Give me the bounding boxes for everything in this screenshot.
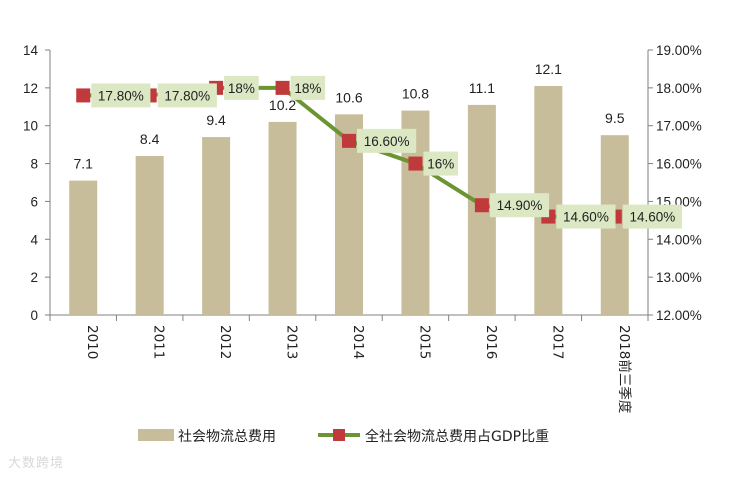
legend-bar-swatch xyxy=(138,429,174,441)
y-right-tick-label: 18.00% xyxy=(656,81,702,96)
bar xyxy=(202,137,231,315)
line-value-label: 17.80% xyxy=(98,88,144,103)
line-value-label-box xyxy=(157,83,217,108)
line-value-label-box xyxy=(224,75,259,100)
line-value-label-box xyxy=(489,193,550,218)
bar-value-label: 12.1 xyxy=(535,61,562,77)
line-marker xyxy=(342,133,356,148)
bar-value-label: 9.5 xyxy=(605,110,625,126)
x-tick-label: 2016 xyxy=(483,325,499,359)
y-left-tick-label: 12 xyxy=(23,81,38,96)
bar xyxy=(69,180,98,315)
bar-value-label: 7.1 xyxy=(73,156,93,172)
y-right-tick-label: 14.00% xyxy=(656,232,702,247)
watermark: 大数跨境 xyxy=(8,456,65,471)
line-value-label: 18% xyxy=(294,81,321,96)
bar-value-label: 10.8 xyxy=(402,86,429,102)
x-tick-label: 2017 xyxy=(549,325,565,359)
y-left-tick-label: 0 xyxy=(30,308,38,323)
line-value-label: 14.90% xyxy=(497,198,543,213)
y-left-tick-label: 8 xyxy=(30,157,38,172)
line-marker xyxy=(76,88,91,103)
bar-value-label: 10.2 xyxy=(269,97,296,113)
line-value-label-box xyxy=(357,128,417,153)
y-right-tick-label: 16.00% xyxy=(656,157,702,172)
y-left-tick-label: 6 xyxy=(30,194,38,209)
line-marker xyxy=(474,198,489,213)
x-tick-label: 2014 xyxy=(350,325,366,359)
y-left-tick-label: 2 xyxy=(30,270,38,285)
x-tick-label: 2011 xyxy=(151,325,167,359)
y-right-tick-label: 13.00% xyxy=(656,270,702,285)
line-value-label: 16.60% xyxy=(364,134,410,149)
line-value-label: 14.60% xyxy=(629,210,675,225)
legend-bar-label: 社会物流总费用 xyxy=(178,429,276,445)
bar-value-label: 10.6 xyxy=(335,89,362,105)
bar-value-label: 11.1 xyxy=(469,80,495,96)
bar xyxy=(135,156,164,315)
y-left-tick-label: 4 xyxy=(30,232,38,247)
line-value-label: 17.80% xyxy=(164,88,210,103)
x-tick-label: 2010 xyxy=(84,325,100,359)
bar-value-labels: 7.1 8.4 9.4 10.2 10.6 10.8 11.1 12.1 9.5 xyxy=(73,61,624,172)
line-value-label: 14.60% xyxy=(563,210,609,225)
line-value-label-box xyxy=(91,83,151,108)
bar-value-label: 9.4 xyxy=(206,112,226,128)
line-value-label-box xyxy=(556,204,616,229)
legend-line-label: 全社会物流总费用占GDP比重 xyxy=(365,428,549,445)
y-right-tick-label: 19.00% xyxy=(656,43,702,58)
x-tick-label: 2012 xyxy=(217,325,233,359)
y-right-tick-label: 17.00% xyxy=(656,119,702,134)
line-value-label-box xyxy=(423,151,459,176)
axes: 0246810121412.00%13.00%14.00%15.00%16.00… xyxy=(23,43,702,413)
line-value-label: 18% xyxy=(228,81,255,96)
y-right-tick-label: 12.00% xyxy=(656,308,702,323)
line-marker xyxy=(408,156,423,171)
line-value-labels: 17.80% 17.80% 18% 18% 16.60% 16% 14.90% 14.60% 1… xyxy=(91,75,682,229)
x-tick-label: 2015 xyxy=(416,325,432,359)
y-left-tick-label: 14 xyxy=(23,43,39,58)
x-tick-label: 2018前三季度 xyxy=(616,325,633,413)
legend-line-marker xyxy=(333,429,345,441)
bar-value-label: 8.4 xyxy=(140,131,160,147)
line-marker xyxy=(275,80,290,95)
line-value-label: 16% xyxy=(427,157,454,172)
line-value-label-box xyxy=(622,204,682,229)
x-tick-label: 2013 xyxy=(284,325,300,359)
line-value-label-box xyxy=(290,75,326,100)
legend: 社会物流总费用 全社会物流总费用占GDP比重 xyxy=(138,428,549,445)
bar xyxy=(268,121,297,315)
y-left-tick-label: 10 xyxy=(23,119,38,134)
